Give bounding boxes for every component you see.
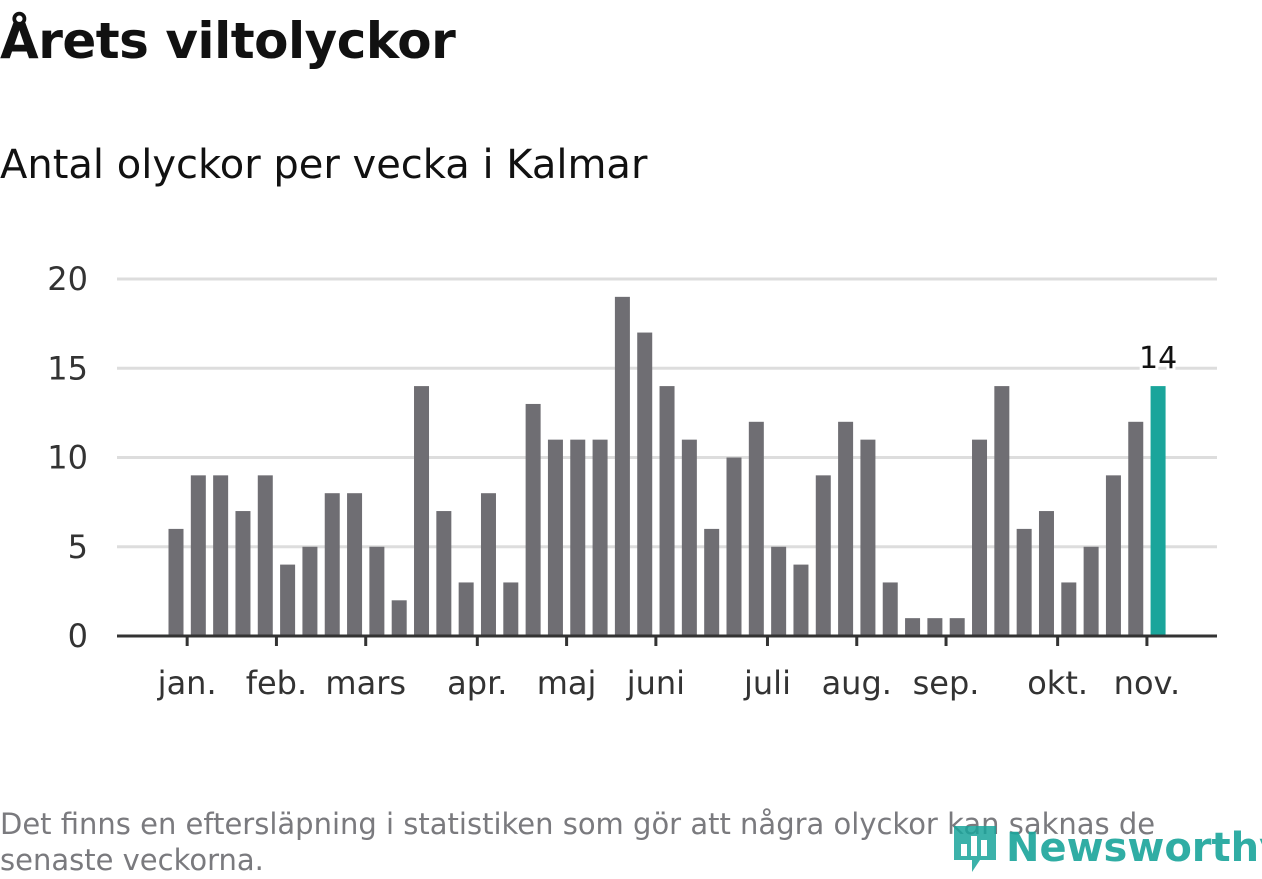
bar [1105,475,1121,636]
x-tick-label: jan. [157,664,217,702]
bar [659,386,675,636]
bar [1038,511,1054,636]
bar [280,564,296,636]
bar [324,493,340,636]
bar [793,564,809,636]
bar [235,511,251,636]
y-tick-label: 20 [47,260,88,298]
bar [458,582,474,636]
y-tick-label: 0 [68,617,88,655]
bar [414,386,430,636]
bar [257,475,273,636]
bar [860,439,876,636]
newsworthy-logo: Newsworthy [950,820,1262,876]
newsworthy-logo-icon [954,826,996,872]
bar [168,528,184,636]
x-tick-label: maj [537,664,597,702]
bar [838,421,854,636]
x-tick-label: feb. [246,664,307,702]
data-labels: 14 [1136,338,1180,379]
highlight-value-label: 14 [1139,341,1177,376]
x-tick-label: aug. [822,664,892,702]
bar [525,403,541,636]
y-tick-label: 15 [47,349,88,387]
bar [882,582,898,636]
bar [369,546,385,636]
bar [681,439,697,636]
bar-highlight [1150,386,1166,636]
bar [905,618,921,636]
bar [391,600,407,636]
bar [347,493,363,636]
bar [994,386,1010,636]
bar [302,546,318,636]
y-tick-label: 5 [68,528,88,566]
bar [1083,546,1099,636]
bar [436,511,452,636]
bar [972,439,988,636]
chart-title: Årets viltolyckor [0,12,456,70]
bar [547,439,563,636]
bar [614,296,630,636]
x-tick-label: nov. [1114,664,1180,702]
newsworthy-logo-text: Newsworthy [1006,825,1262,871]
x-tick-label: mars [325,664,406,702]
chart-subtitle: Antal olyckor per vecka i Kalmar [0,142,648,188]
y-axis-ticks: 0 5 10 15 20 [47,260,88,655]
bar [503,582,519,636]
bar [592,439,608,636]
x-tick-label: juli [743,664,791,702]
x-tick-label: juni [626,664,685,702]
bar [771,546,787,636]
bar [704,528,720,636]
y-tick-label: 10 [47,439,88,477]
bar [480,493,496,636]
x-tick-label: sep. [913,664,980,702]
bar [1061,582,1077,636]
bar [637,332,653,636]
bar [815,475,831,636]
bar [213,475,229,636]
bar [570,439,586,636]
bar [726,457,742,636]
bar [927,618,943,636]
x-axis-ticks: jan. feb. mars apr. maj juni juli aug. sep. okt. n… [157,636,1180,702]
bars [168,296,1166,636]
bar [1016,528,1032,636]
x-tick-label: apr. [447,664,507,702]
bar [748,421,764,636]
x-tick-label: okt. [1027,664,1088,702]
bar [949,618,965,636]
bar [1128,421,1144,636]
bar [190,475,206,636]
